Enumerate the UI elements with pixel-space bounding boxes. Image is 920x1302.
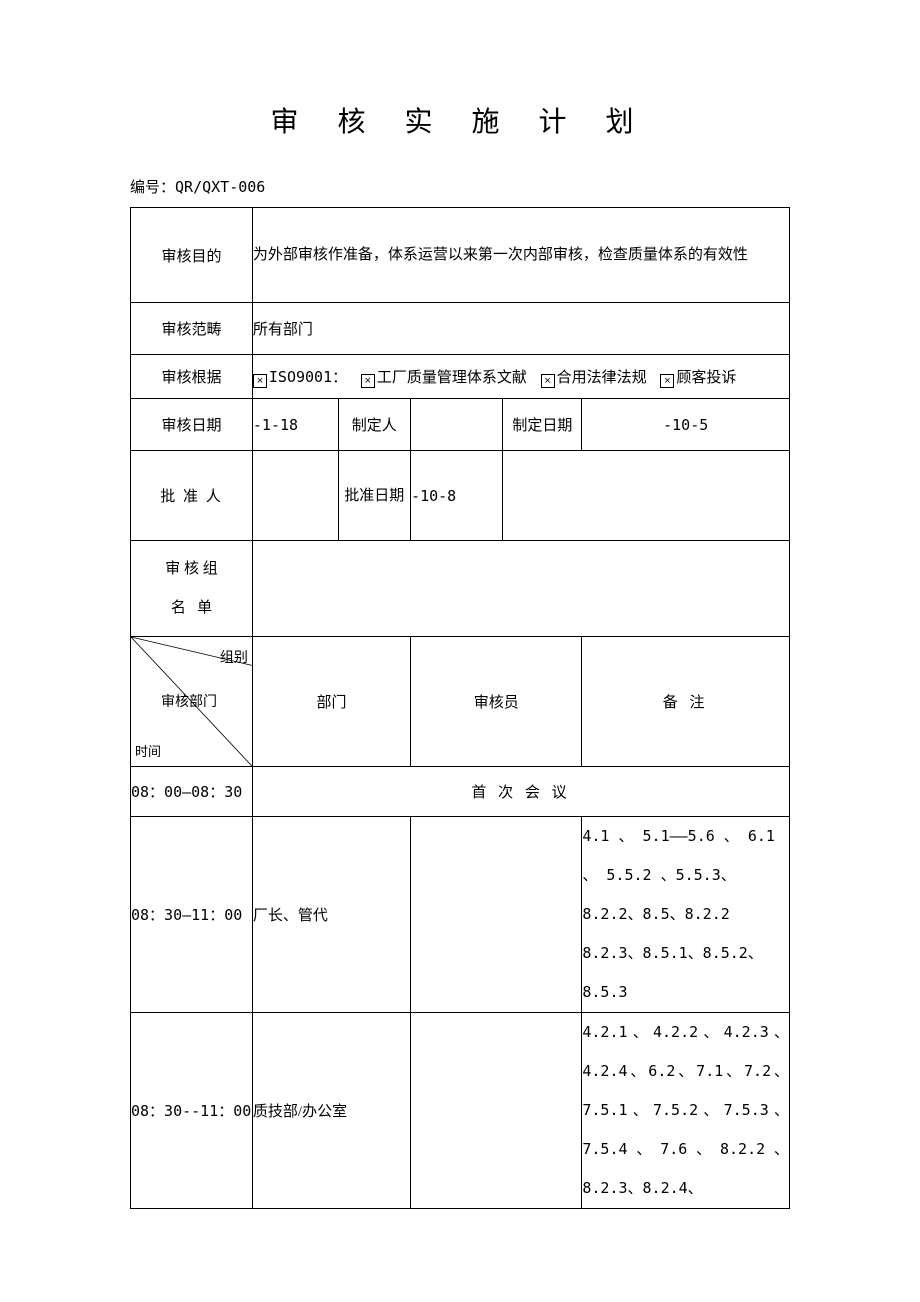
row0-auditor bbox=[411, 817, 582, 1013]
row1-remark: 4.2.1、4.2.2、4.2.3、4.2.4、6.2、7.1、7.2、7.5.… bbox=[582, 1013, 790, 1209]
row0-time: 08：30—11：00 bbox=[131, 817, 253, 1013]
basis-label-0: ISO9001： bbox=[269, 368, 347, 386]
basis-item-2: ×合用法律法规 bbox=[541, 366, 647, 388]
audit-date: -1-18 bbox=[252, 399, 338, 451]
team-line2: 名 bbox=[171, 600, 186, 616]
checkbox-icon: × bbox=[660, 374, 674, 388]
label-purpose: 审核目的 bbox=[131, 208, 253, 303]
label-approved-by: 批 准 人 bbox=[131, 451, 253, 541]
label-audit-dept: 审核部门 bbox=[161, 691, 217, 711]
approved-by bbox=[252, 451, 338, 541]
checkbox-icon: × bbox=[253, 374, 267, 388]
basis-item-3: ×顾客投诉 bbox=[660, 366, 736, 388]
label-prepared-by: 制定人 bbox=[338, 399, 410, 451]
row1-dept: 质技部/办公室 bbox=[252, 1013, 410, 1209]
basis-item-1: ×工厂质量管理体系文献 bbox=[361, 366, 527, 388]
team-list bbox=[252, 541, 789, 637]
row0-dept: 厂长、管代 bbox=[252, 817, 410, 1013]
checkbox-icon: × bbox=[541, 374, 555, 388]
basis-item-0: ×ISO9001： bbox=[253, 366, 347, 388]
label-approved-date: 批准日期 bbox=[338, 451, 410, 541]
prepared-date: -10-5 bbox=[582, 399, 790, 451]
col-header-remark: 备 注 bbox=[582, 637, 790, 767]
approved-date: -10-8 bbox=[411, 451, 503, 541]
label-basis: 审核根据 bbox=[131, 355, 253, 399]
label-audit-date: 审核日期 bbox=[131, 399, 253, 451]
basis-cell: ×ISO9001： ×工厂质量管理体系文献 ×合用法律法规 ×顾客投诉 bbox=[252, 355, 789, 399]
basis-label-3: 顾客投诉 bbox=[676, 370, 736, 386]
checkbox-icon: × bbox=[361, 374, 375, 388]
col-header-auditor: 审核员 bbox=[411, 637, 582, 767]
row1-time: 08：30--11：00 bbox=[131, 1013, 253, 1209]
meeting-text: 首 次 会 议 bbox=[252, 767, 789, 817]
empty-cell bbox=[503, 451, 790, 541]
diagonal-header-cell: 组别 审核部门 时间 bbox=[131, 637, 253, 767]
row0-remark: 4.1 、 5.1——5.6 、 6.1 、 5.5.2 、5.5.3、8.2.… bbox=[582, 817, 790, 1013]
label-group: 组别 bbox=[220, 647, 248, 667]
label-prepared-date: 制定日期 bbox=[503, 399, 582, 451]
doc-number-value: QR/QXT-006 bbox=[175, 178, 265, 196]
doc-number: 编号：QR/QXT-006 bbox=[130, 176, 790, 197]
meeting-time: 08：00—08：30 bbox=[131, 767, 253, 817]
team-line1: 审 核 组 bbox=[165, 561, 218, 577]
basis-label-2: 合用法律法规 bbox=[557, 370, 647, 386]
basis-label-1: 工厂质量管理体系文献 bbox=[377, 370, 527, 386]
team-line3: 单 bbox=[197, 600, 212, 616]
prepared-by bbox=[411, 399, 503, 451]
label-time: 时间 bbox=[135, 741, 161, 760]
row1-auditor bbox=[411, 1013, 582, 1209]
label-scope: 审核范畴 bbox=[131, 303, 253, 355]
col-header-dept: 部门 bbox=[252, 637, 410, 767]
doc-number-label: 编号： bbox=[130, 178, 175, 196]
scope-text: 所有部门 bbox=[252, 303, 789, 355]
audit-plan-table: 审核目的 为外部审核作准备，体系运营以来第一次内部审核，检查质量体系的有效性 审… bbox=[130, 207, 790, 1209]
label-team-list: 审 核 组 名 单 bbox=[131, 541, 253, 637]
purpose-text: 为外部审核作准备，体系运营以来第一次内部审核，检查质量体系的有效性 bbox=[252, 208, 789, 303]
page-title: 审 核 实 施 计 划 bbox=[130, 100, 790, 140]
